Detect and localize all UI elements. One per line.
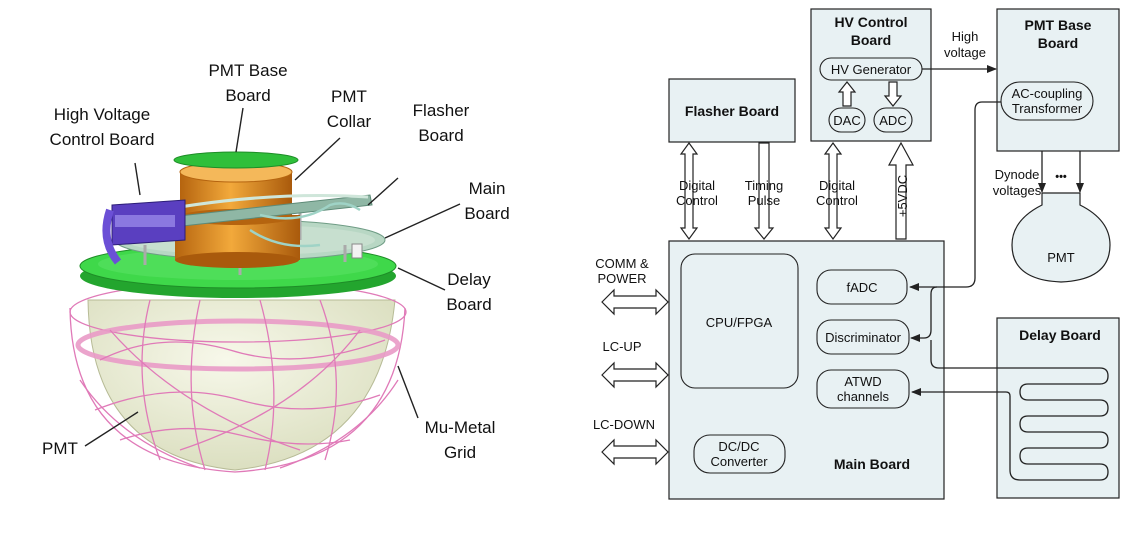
transformer-to-discriminator-line: [910, 286, 938, 342]
block-diagram: HV Control Board HV Generator DAC ADC Hi…: [593, 8, 1120, 500]
label-main-line1: Main: [469, 179, 506, 198]
adc-label: ADC: [879, 113, 906, 128]
comm-power-port: COMM & POWER: [595, 256, 669, 316]
lc-up-arrow: [601, 361, 669, 389]
digital-control-1-line1: Digital: [679, 178, 715, 193]
label-hv-control-line2: Control Board: [50, 130, 155, 149]
flasher-board-title: Flasher Board: [685, 103, 779, 119]
lc-down-port: LC-DOWN: [593, 417, 669, 466]
cables: [249, 202, 361, 248]
label-pmt-base-board-line2: Board: [225, 86, 270, 105]
timing-pulse-line2: Pulse: [748, 193, 781, 208]
label-mu-metal-grid: Mu-Metal Grid: [425, 418, 496, 462]
digital-control-2-line1: Digital: [819, 178, 855, 193]
timing-pulse-line1: Timing: [745, 178, 784, 193]
high-voltage-label-line1: High: [952, 29, 979, 44]
label-hv-control-line1: High Voltage: [54, 105, 150, 124]
delay-board-block: Delay Board: [911, 317, 1120, 499]
dcdc-label-line1: DC/DC: [718, 439, 759, 454]
plus5vdc-label: +5VDC: [895, 175, 910, 217]
high-voltage-label-line2: voltage: [944, 45, 986, 60]
comm-power-line1: COMM &: [595, 256, 649, 271]
hv-generator-label: HV Generator: [831, 62, 912, 77]
dcdc-label-line2: Converter: [710, 454, 768, 469]
pmt-base-board-block: PMT Base Board AC-coupling Transformer: [996, 8, 1120, 152]
label-main-line2: Board: [464, 204, 509, 223]
label-pmt-base-board: PMT Base Board: [208, 61, 287, 105]
dynode-ellipsis: •••: [1055, 171, 1067, 183]
timing-pulse-arrow: [753, 142, 775, 240]
label-delay-board: Delay Board: [446, 270, 491, 314]
label-pmt-base-board-line1: PMT Base: [208, 61, 287, 80]
label-delay-line2: Board: [446, 295, 491, 314]
pmt-base-board-disc: [173, 151, 299, 169]
atwd-label-line2: channels: [837, 389, 890, 404]
label-pmt-collar: PMT Collar: [327, 87, 372, 131]
discriminator-label: Discriminator: [825, 330, 902, 345]
flasher-digital-control-arrow: [679, 141, 699, 241]
pmt-bulb: PMT: [1011, 192, 1111, 283]
pmt-base-title-line2: Board: [1038, 35, 1078, 51]
leader-lines: [84, 107, 461, 447]
label-flasher-line2: Board: [418, 126, 463, 145]
hv-to-adc-arrow: [883, 81, 903, 107]
dynode-label-line2: voltages: [993, 183, 1042, 198]
dac-label: DAC: [833, 113, 860, 128]
label-flasher-line1: Flasher: [413, 101, 470, 120]
dac-to-hv-arrow: [837, 81, 857, 107]
flasher-board-block: Flasher Board: [668, 78, 796, 143]
lc-down-arrow: [601, 438, 669, 466]
label-hv-control-board: High Voltage Control Board: [50, 105, 155, 149]
label-flasher-board: Flasher Board: [413, 101, 470, 145]
dynode-label-line1: Dynode: [995, 167, 1040, 182]
hv-digital-control-arrow: [823, 141, 843, 241]
hv-control-board: [102, 199, 186, 265]
hv-control-title-line1: HV Control: [834, 14, 907, 30]
delay-line-serpentine: [911, 340, 1109, 481]
label-main-board: Main Board: [464, 179, 509, 223]
transformer-label-line1: AC-coupling: [1012, 86, 1083, 101]
pmt-label: PMT: [1047, 250, 1075, 265]
pmt-base-title-line1: PMT Base: [1025, 17, 1092, 33]
transformer-to-fadc-line: [909, 101, 1001, 291]
hv-control-board-block: HV Control Board HV Generator DAC ADC: [810, 8, 932, 142]
label-delay-line1: Delay: [447, 270, 491, 289]
digital-control-1-line2: Control: [676, 193, 718, 208]
delay-board-title: Delay Board: [1019, 327, 1101, 343]
comm-power-arrow: [601, 288, 669, 316]
transformer-label-line2: Transformer: [1012, 101, 1083, 116]
lc-up-port: LC-UP: [601, 339, 669, 389]
label-pmt: PMT: [42, 439, 78, 458]
digital-control-2-line2: Control: [816, 193, 858, 208]
comm-power-line2: POWER: [597, 271, 646, 286]
label-mu-metal-line1: Mu-Metal: [425, 418, 496, 437]
label-mu-metal-line2: Grid: [444, 443, 476, 462]
lc-down-label: LC-DOWN: [593, 417, 655, 432]
cpu-fpga-label: CPU/FPGA: [706, 315, 773, 330]
atwd-label-line1: ATWD: [844, 374, 881, 389]
connector-white: [351, 243, 363, 259]
fadc-label: fADC: [846, 280, 877, 295]
main-board-block: CPU/FPGA fADC Discriminator ATWD channel…: [668, 240, 945, 500]
hv-control-title-line2: Board: [851, 32, 891, 48]
label-pmt-collar-line2: Collar: [327, 112, 372, 131]
lc-up-label: LC-UP: [602, 339, 641, 354]
main-board-title: Main Board: [834, 456, 910, 472]
assembly-illustration: PMT Base Board High Voltage Control Boar…: [42, 61, 510, 473]
plus5vdc-arrow: [887, 141, 915, 240]
label-pmt-collar-line1: PMT: [331, 87, 367, 106]
